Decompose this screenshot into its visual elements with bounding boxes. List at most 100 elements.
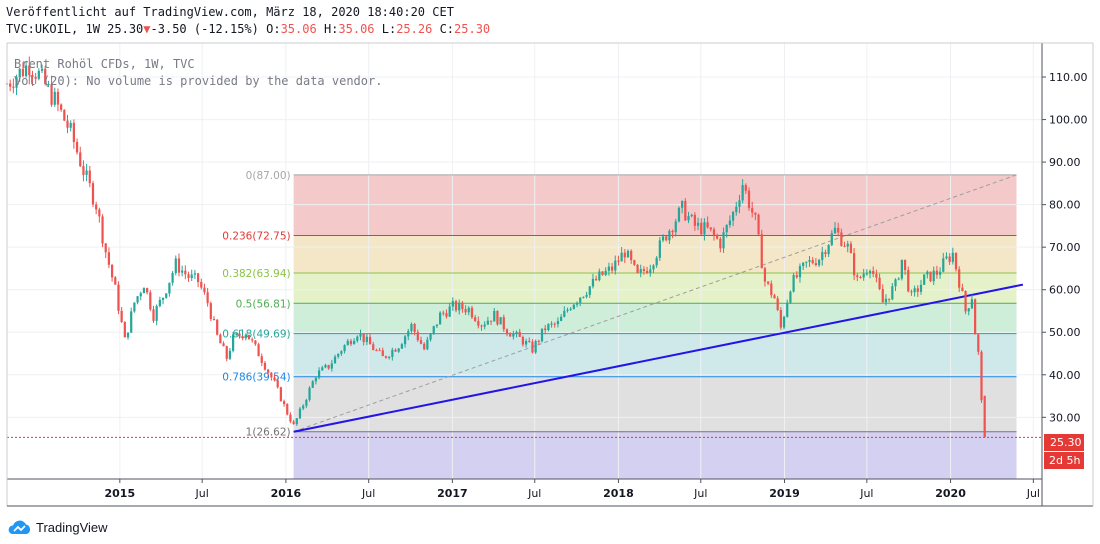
y-tick-label: 110.00 [1049, 71, 1088, 84]
candle-body [582, 296, 585, 298]
candle-body [817, 259, 821, 266]
y-tick-label: 50.00 [1049, 326, 1081, 339]
candle-body [789, 291, 792, 303]
brand-name[interactable]: TradingView [36, 519, 108, 535]
candle-body [416, 332, 419, 341]
candle-body [375, 350, 378, 352]
candle-body [862, 273, 865, 278]
candle-body [474, 317, 477, 321]
candle-body [317, 370, 321, 378]
trendline[interactable] [293, 283, 1024, 433]
candle-body [50, 84, 53, 105]
y-tick-label: 80.00 [1049, 199, 1081, 212]
fib-label-0.5: 0.5(56.81) [236, 298, 291, 310]
candle-body [308, 387, 311, 400]
candle-body [958, 269, 961, 288]
candle-body [760, 234, 763, 269]
candle-body [333, 356, 337, 364]
candle-body [655, 257, 658, 266]
candle-body [302, 405, 305, 409]
candle-body [840, 232, 843, 246]
candle-body [231, 334, 235, 351]
candle-body [263, 362, 267, 370]
candle-body [196, 273, 200, 282]
candle-body [391, 349, 394, 357]
candle-body [677, 207, 681, 222]
fib-zone-0.618 [293, 333, 1017, 377]
candle-body [614, 260, 617, 271]
candle-body [703, 222, 706, 235]
candle-body [146, 288, 149, 293]
candle-body [938, 271, 942, 275]
candle-body [540, 328, 544, 342]
candle-body [34, 76, 37, 79]
candle-body [824, 252, 827, 255]
price-badges: 25.30 2d 5h [1044, 434, 1084, 469]
candle-body [324, 364, 327, 368]
candle-body [321, 367, 324, 371]
open-label: O: [266, 22, 281, 36]
candle-body [244, 334, 247, 339]
x-tick-label: 2016 [271, 487, 302, 500]
candle-body [448, 306, 451, 317]
candle-body [974, 299, 977, 335]
candle-body [696, 222, 700, 226]
countdown-badge-bg [1044, 452, 1084, 469]
candle-body [311, 381, 314, 388]
x-tick-label: 2019 [769, 487, 800, 500]
candle-body [751, 208, 754, 213]
candle-body [314, 377, 318, 382]
candle-body [499, 317, 502, 325]
candle-body [528, 340, 531, 342]
candle-body [171, 272, 174, 283]
x-tick-label: Jul [1026, 487, 1040, 500]
candle-body [470, 307, 474, 318]
candle-body [247, 334, 251, 340]
candle-body [942, 258, 945, 272]
candle-body [610, 266, 614, 271]
footer: TradingView [6, 517, 108, 537]
candle-body [649, 269, 652, 273]
candle-body [534, 340, 537, 353]
candle-body [505, 329, 509, 335]
candle-body [878, 277, 881, 290]
series-title: Brent Rohöl CFDs, 1W, TVC [14, 57, 195, 71]
candle-body [770, 283, 773, 296]
candle-body [184, 270, 187, 275]
candle-body [560, 316, 563, 321]
candle-body [477, 320, 480, 326]
candle-body [636, 264, 639, 273]
candle-body [114, 277, 117, 285]
candle-body [432, 326, 435, 334]
candle-body [451, 301, 454, 307]
candle-body [104, 243, 107, 253]
candle-body [413, 323, 416, 333]
candle-body [684, 200, 687, 221]
candle-body [668, 230, 671, 241]
candle-body [661, 236, 665, 241]
candle-body [518, 331, 521, 337]
candle-body [926, 271, 929, 275]
candle-body [69, 122, 72, 128]
candle-body [572, 304, 575, 309]
candle-body [623, 252, 626, 258]
candle-body [544, 328, 547, 331]
candle-body [547, 324, 550, 331]
candle-body [585, 294, 588, 297]
candle-body [251, 339, 254, 341]
candle-body [725, 225, 728, 233]
candle-body [400, 344, 404, 349]
candle-body [891, 286, 894, 300]
candle-body [206, 292, 209, 304]
candle-body [330, 363, 333, 369]
candle-body [779, 310, 782, 328]
candle-body [852, 253, 856, 276]
candle-body [388, 356, 391, 358]
x-tick-label: Jul [361, 487, 375, 500]
candle-body [652, 265, 655, 270]
candle-body [919, 284, 923, 292]
candle-body [935, 270, 939, 275]
x-tick-label: Jul [859, 487, 873, 500]
candle-body [811, 260, 814, 264]
